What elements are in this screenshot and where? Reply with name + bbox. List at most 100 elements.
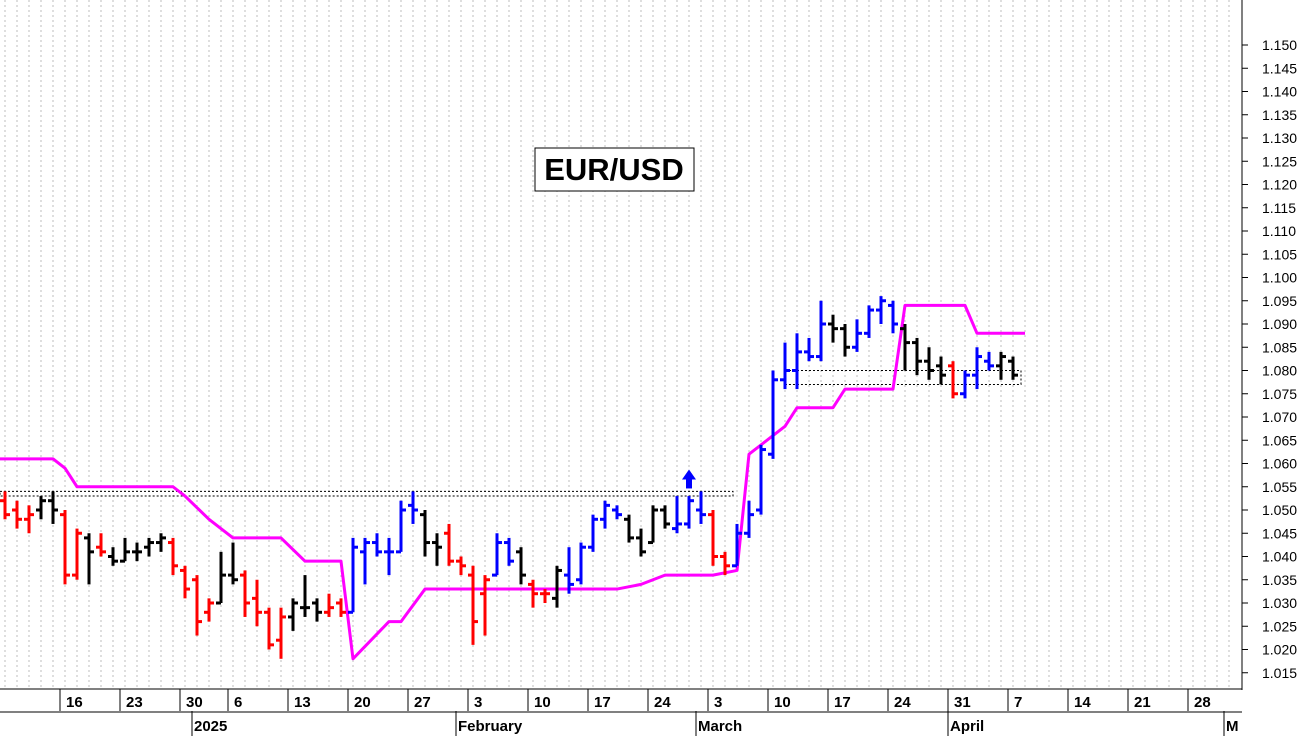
annotations <box>682 469 696 489</box>
resistance-box <box>0 490 734 497</box>
week-tick-label: 10 <box>774 694 791 711</box>
price-tick-label: 1.025 <box>1262 618 1297 634</box>
price-bar <box>864 305 874 338</box>
price-bar <box>792 333 802 390</box>
price-bar <box>24 505 34 534</box>
price-bar <box>204 598 214 622</box>
price-tick-label: 1.085 <box>1262 339 1297 355</box>
price-bar <box>660 505 670 529</box>
price-bar <box>228 542 238 585</box>
price-bar <box>60 510 70 585</box>
price-bar <box>324 593 334 617</box>
price-tick-label: 1.020 <box>1262 642 1297 658</box>
week-tick-label: 30 <box>186 694 203 711</box>
price-bar <box>924 347 934 380</box>
price-bar <box>456 556 466 576</box>
price-bar <box>588 514 598 552</box>
week-tick-label: 31 <box>954 694 971 711</box>
price-bar <box>888 300 898 334</box>
price-bar <box>300 575 310 617</box>
price-tick-label: 1.145 <box>1262 60 1297 76</box>
price-bar <box>504 537 514 566</box>
price-bar <box>732 523 742 568</box>
price-bar <box>312 598 322 622</box>
price-tick-label: 1.035 <box>1262 572 1297 588</box>
price-bar <box>876 296 886 324</box>
week-tick-label: 16 <box>66 694 83 711</box>
price-bar <box>348 537 358 614</box>
price-bar <box>600 500 610 529</box>
price-tick-label: 1.140 <box>1262 84 1297 100</box>
week-tick-label: 24 <box>654 694 671 711</box>
price-tick-label: 1.055 <box>1262 479 1297 495</box>
price-bars <box>0 296 1018 659</box>
price-tick-label: 1.110 <box>1262 223 1296 239</box>
price-bar <box>120 537 130 563</box>
price-bar <box>768 370 778 459</box>
date-ticks: 16 23 30 6 13 20 27 3 10 17 24 3 10 17 24 31 7 14 21 28 2025… <box>59 689 1239 736</box>
price-tick-label: 1.105 <box>1262 246 1297 262</box>
chart-title: EUR/USD <box>544 152 684 187</box>
price-bar <box>828 314 838 343</box>
price-bar <box>984 351 994 371</box>
price-bar <box>564 547 574 594</box>
price-bar <box>708 510 718 566</box>
week-tick-label: 6 <box>234 694 242 711</box>
price-bar <box>636 528 646 557</box>
price-bar <box>948 361 958 399</box>
price-tick-label: 1.080 <box>1262 363 1297 379</box>
price-bar <box>696 491 706 524</box>
price-tick-label: 1.030 <box>1262 595 1297 611</box>
price-tick-label: 1.075 <box>1262 386 1297 402</box>
price-tick-label: 1.125 <box>1262 153 1297 169</box>
price-bar <box>372 533 382 557</box>
price-bar <box>912 337 922 376</box>
price-tick-label: 1.150 <box>1262 37 1297 53</box>
price-bar <box>84 533 94 585</box>
price-tick-label: 1.040 <box>1262 549 1297 565</box>
price-bar <box>816 300 826 362</box>
week-tick-label: 21 <box>1134 694 1151 711</box>
price-bar <box>240 570 250 617</box>
price-tick-label: 1.135 <box>1262 107 1297 123</box>
price-bar <box>180 565 190 599</box>
price-bar <box>804 337 814 362</box>
week-tick-label: 23 <box>126 694 143 711</box>
price-bar <box>384 537 394 576</box>
price-bar <box>900 324 910 371</box>
price-bar <box>648 505 658 545</box>
price-bar <box>972 347 982 390</box>
price-bar <box>516 547 526 585</box>
month-tick-label: M <box>1226 718 1239 735</box>
price-bar <box>492 533 502 577</box>
week-tick-label: 20 <box>354 694 371 711</box>
price-bar <box>72 528 82 580</box>
price-bar <box>36 496 46 520</box>
week-tick-label: 28 <box>1194 694 1211 711</box>
price-tick-label: 1.065 <box>1262 432 1297 448</box>
price-bar <box>96 533 106 557</box>
price-bar <box>540 589 550 603</box>
price-bar <box>168 537 178 576</box>
price-bar <box>156 533 166 552</box>
price-bar <box>432 533 442 566</box>
week-tick-label: 17 <box>834 694 851 711</box>
price-bar <box>360 537 370 585</box>
chart-title-box: EUR/USD <box>534 147 695 192</box>
price-tick-label: 1.115 <box>1262 200 1296 216</box>
price-tick-label: 1.045 <box>1262 525 1297 541</box>
price-bar <box>552 565 562 608</box>
week-tick-label: 7 <box>1014 694 1022 711</box>
month-tick-label: April <box>950 718 984 735</box>
support-line <box>0 303 1025 661</box>
support-layer <box>0 303 1025 661</box>
price-bar <box>192 575 202 636</box>
price-bar <box>936 356 946 385</box>
price-bar <box>480 575 490 636</box>
price-bar <box>996 351 1006 380</box>
price-bar <box>144 537 154 557</box>
price-tick-label: 1.090 <box>1262 316 1297 332</box>
price-bar <box>720 551 730 576</box>
